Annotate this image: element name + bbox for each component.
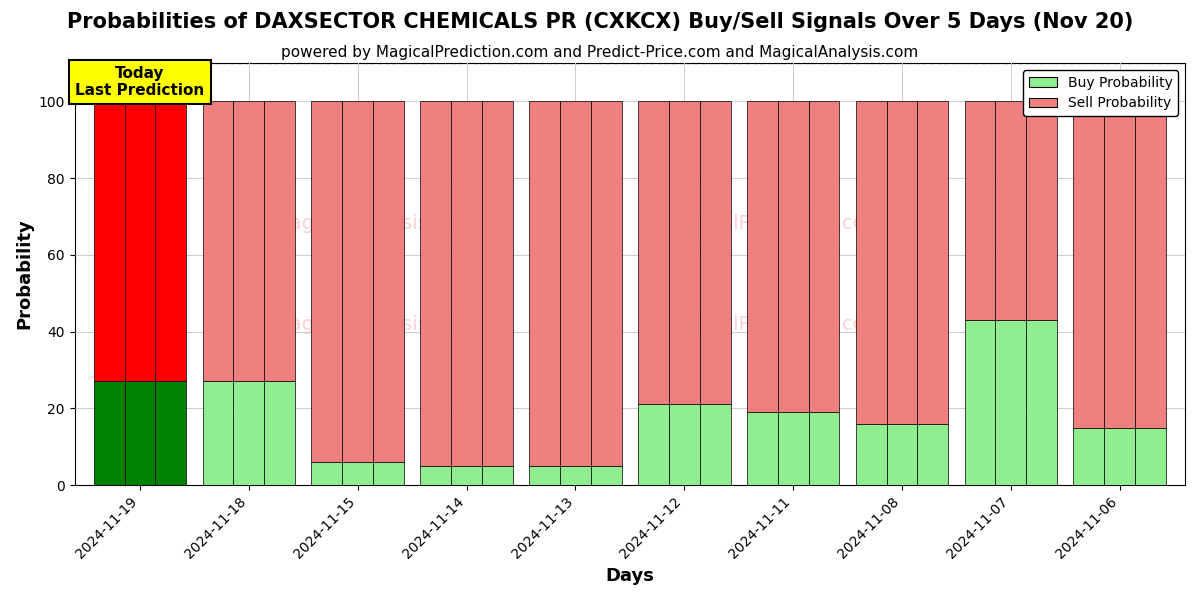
Bar: [312, 462, 342, 485]
Bar: [264, 382, 295, 485]
Bar: [996, 101, 1026, 320]
Bar: [1104, 101, 1135, 428]
Bar: [420, 101, 451, 466]
Bar: [342, 462, 373, 485]
X-axis label: Days: Days: [605, 567, 654, 585]
Bar: [590, 101, 622, 466]
Text: Probabilities of DAXSECTOR CHEMICALS PR (CXKCX) Buy/Sell Signals Over 5 Days (No: Probabilities of DAXSECTOR CHEMICALS PR …: [67, 12, 1133, 32]
Bar: [965, 101, 996, 320]
Y-axis label: Probability: Probability: [16, 218, 34, 329]
Bar: [590, 466, 622, 485]
Bar: [155, 101, 186, 382]
Bar: [1026, 101, 1057, 320]
Bar: [700, 404, 731, 485]
Bar: [778, 412, 809, 485]
Bar: [373, 462, 404, 485]
Bar: [809, 101, 839, 412]
Bar: [203, 382, 234, 485]
Bar: [451, 101, 482, 466]
Bar: [1135, 101, 1166, 428]
Bar: [1104, 428, 1135, 485]
Bar: [746, 101, 778, 412]
Bar: [1135, 428, 1166, 485]
Bar: [668, 101, 700, 404]
Bar: [373, 101, 404, 462]
Text: MagicalAnalysis.com: MagicalAnalysis.com: [274, 315, 476, 334]
Bar: [1026, 320, 1057, 485]
Bar: [917, 424, 948, 485]
Bar: [125, 382, 155, 485]
Bar: [155, 382, 186, 485]
Bar: [482, 466, 512, 485]
Bar: [420, 466, 451, 485]
Bar: [856, 424, 887, 485]
Bar: [125, 101, 155, 382]
Bar: [1074, 428, 1104, 485]
Bar: [560, 466, 590, 485]
Bar: [529, 101, 560, 466]
Text: MagicalAnalysis.com: MagicalAnalysis.com: [274, 214, 476, 233]
Text: Today
Last Prediction: Today Last Prediction: [76, 66, 204, 98]
Bar: [264, 101, 295, 382]
Bar: [451, 466, 482, 485]
Bar: [887, 424, 917, 485]
Bar: [700, 101, 731, 404]
Bar: [668, 404, 700, 485]
Bar: [560, 101, 590, 466]
Bar: [746, 412, 778, 485]
Text: MagicalPrediction.com: MagicalPrediction.com: [665, 214, 884, 233]
Bar: [312, 101, 342, 462]
Bar: [94, 382, 125, 485]
Bar: [809, 412, 839, 485]
Bar: [996, 320, 1026, 485]
Bar: [342, 101, 373, 462]
Text: powered by MagicalPrediction.com and Predict-Price.com and MagicalAnalysis.com: powered by MagicalPrediction.com and Pre…: [281, 45, 919, 60]
Bar: [203, 101, 234, 382]
Bar: [638, 404, 668, 485]
Bar: [887, 101, 917, 424]
Bar: [1074, 101, 1104, 428]
Bar: [529, 466, 560, 485]
Bar: [778, 101, 809, 412]
Bar: [917, 101, 948, 424]
Bar: [234, 101, 264, 382]
Bar: [234, 382, 264, 485]
Bar: [638, 101, 668, 404]
Bar: [965, 320, 996, 485]
Text: MagicalPrediction.com: MagicalPrediction.com: [665, 315, 884, 334]
Bar: [856, 101, 887, 424]
Bar: [94, 101, 125, 382]
Legend: Buy Probability, Sell Probability: Buy Probability, Sell Probability: [1024, 70, 1178, 116]
Bar: [482, 101, 512, 466]
